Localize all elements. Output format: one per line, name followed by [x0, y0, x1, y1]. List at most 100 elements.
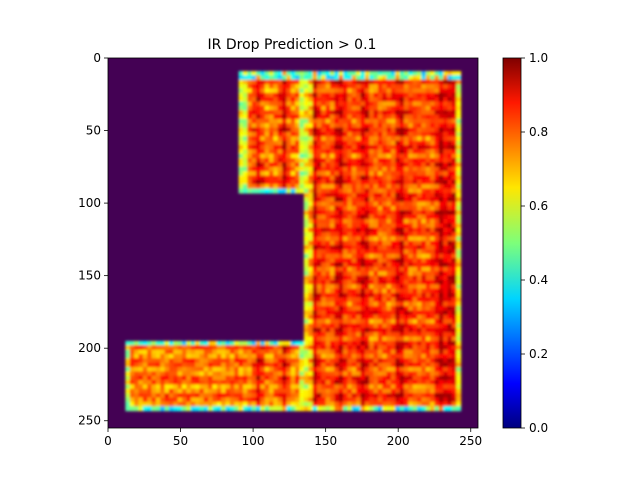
heatmap-cell — [125, 367, 130, 372]
heatmap-cell — [313, 215, 318, 220]
heatmap-cell — [443, 250, 448, 255]
heatmap-cell — [426, 141, 431, 146]
heatmap-cell — [260, 115, 265, 120]
heatmap-cell — [378, 80, 383, 85]
heatmap-cell — [374, 223, 379, 228]
heatmap-cell — [186, 354, 191, 359]
heatmap-cell — [304, 93, 309, 98]
heatmap-cell — [282, 158, 287, 163]
heatmap-cell — [421, 358, 426, 363]
heatmap-cell — [313, 284, 318, 289]
heatmap-cell — [378, 406, 383, 411]
heatmap-cell — [313, 189, 318, 194]
heatmap-cell — [356, 115, 361, 120]
heatmap-cell — [387, 202, 392, 207]
heatmap-cell — [408, 258, 413, 263]
heatmap-cell — [313, 80, 318, 85]
heatmap-cell — [273, 149, 278, 154]
heatmap-cell — [125, 393, 130, 398]
heatmap-cell — [382, 215, 387, 220]
heatmap-cell — [426, 367, 431, 372]
heatmap-cell — [239, 110, 244, 115]
heatmap-cell — [339, 267, 344, 272]
heatmap-cell — [330, 293, 335, 298]
heatmap-cell — [343, 128, 348, 133]
heatmap-cell — [430, 376, 435, 381]
heatmap-cell — [317, 337, 322, 342]
heatmap-cell — [256, 110, 261, 115]
heatmap-cell — [360, 393, 365, 398]
heatmap-cell — [286, 189, 291, 194]
heatmap-cell — [339, 184, 344, 189]
heatmap-cell — [326, 324, 331, 329]
heatmap-cell — [334, 276, 339, 281]
heatmap-cell — [413, 97, 418, 102]
heatmap-cell — [456, 310, 461, 315]
heatmap-cell — [291, 80, 296, 85]
heatmap-cell — [443, 284, 448, 289]
heatmap-cell — [378, 328, 383, 333]
heatmap-cell — [291, 75, 296, 80]
heatmap-cell — [374, 88, 379, 93]
heatmap-cell — [395, 219, 400, 224]
heatmap-cell — [160, 345, 165, 350]
heatmap-cell — [400, 310, 405, 315]
heatmap-cell — [400, 93, 405, 98]
heatmap-cell — [430, 306, 435, 311]
heatmap-cell — [382, 75, 387, 80]
heatmap-cell — [382, 141, 387, 146]
heatmap-cell — [339, 363, 344, 368]
heatmap-cell — [321, 119, 326, 124]
heatmap-cell — [260, 354, 265, 359]
heatmap-cell — [291, 363, 296, 368]
heatmap-cell — [400, 302, 405, 307]
heatmap-cell — [260, 149, 265, 154]
heatmap-cell — [321, 219, 326, 224]
heatmap-cell — [448, 102, 453, 107]
heatmap-cell — [321, 284, 326, 289]
heatmap-cell — [165, 393, 170, 398]
heatmap-cell — [443, 310, 448, 315]
heatmap-cell — [356, 154, 361, 159]
heatmap-cell — [374, 232, 379, 237]
heatmap-cell — [395, 354, 400, 359]
heatmap-cell — [326, 119, 331, 124]
heatmap-cell — [382, 328, 387, 333]
heatmap-cell — [352, 241, 357, 246]
heatmap-cell — [326, 263, 331, 268]
heatmap-cell — [430, 367, 435, 372]
heatmap-cell — [334, 267, 339, 272]
heatmap-cell — [452, 297, 457, 302]
heatmap-cell — [313, 310, 318, 315]
heatmap-cell — [313, 75, 318, 80]
heatmap-cell — [426, 88, 431, 93]
heatmap-cell — [326, 128, 331, 133]
heatmap-cell — [321, 136, 326, 141]
heatmap-cell — [365, 341, 370, 346]
heatmap-cell — [308, 367, 313, 372]
heatmap-cell — [286, 80, 291, 85]
heatmap-cell — [434, 132, 439, 137]
heatmap-cell — [395, 167, 400, 172]
heatmap-cell — [339, 189, 344, 194]
heatmap-cell — [330, 276, 335, 281]
heatmap-cell — [308, 250, 313, 255]
heatmap-cell — [265, 341, 270, 346]
heatmap-cell — [448, 119, 453, 124]
heatmap-cell — [456, 241, 461, 246]
heatmap-cell — [448, 293, 453, 298]
heatmap-cell — [260, 110, 265, 115]
heatmap-cell — [239, 371, 244, 376]
heatmap-cell — [374, 75, 379, 80]
heatmap-cell — [356, 363, 361, 368]
heatmap-cell — [408, 110, 413, 115]
heatmap-cell — [265, 141, 270, 146]
heatmap-cell — [413, 332, 418, 337]
heatmap-cell — [256, 189, 261, 194]
heatmap-cell — [295, 371, 300, 376]
heatmap-cell — [243, 171, 248, 176]
heatmap-cell — [369, 350, 374, 355]
heatmap-cell — [273, 363, 278, 368]
heatmap-cell — [408, 202, 413, 207]
heatmap-cell — [413, 71, 418, 76]
